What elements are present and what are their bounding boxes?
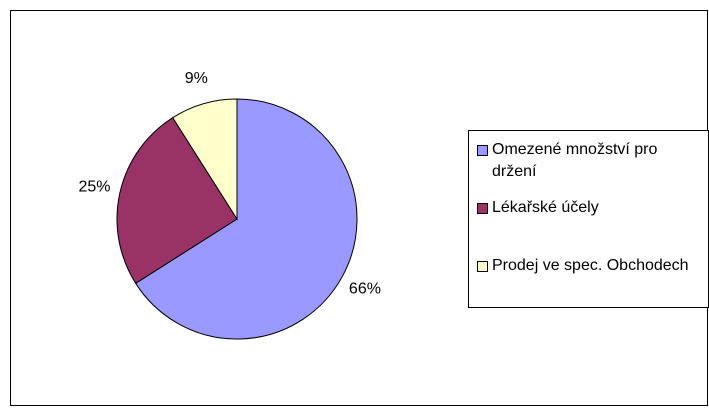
legend-label: Prodej ve spec. Obchodech (492, 257, 689, 274)
legend-item: Omezené množství pro držení (477, 139, 705, 183)
data-label: 66% (349, 281, 381, 298)
legend-item: Lékařské účely (477, 197, 705, 219)
legend-label: Omezené množství pro držení (492, 141, 658, 180)
legend-label: Lékařské účely (492, 199, 599, 216)
pie-slice (172, 98, 238, 221)
legend-item: Prodej ve spec. Obchodech (477, 255, 705, 277)
legend-swatch (477, 203, 488, 214)
pie-slice (134, 98, 358, 340)
legend: Omezené množství pro držení Lékařské účel… (468, 130, 709, 308)
data-label: 25% (79, 178, 111, 195)
data-label: 9% (185, 70, 208, 87)
legend-swatch (477, 261, 488, 272)
legend-swatch (477, 145, 488, 156)
pie-slice (116, 116, 238, 284)
